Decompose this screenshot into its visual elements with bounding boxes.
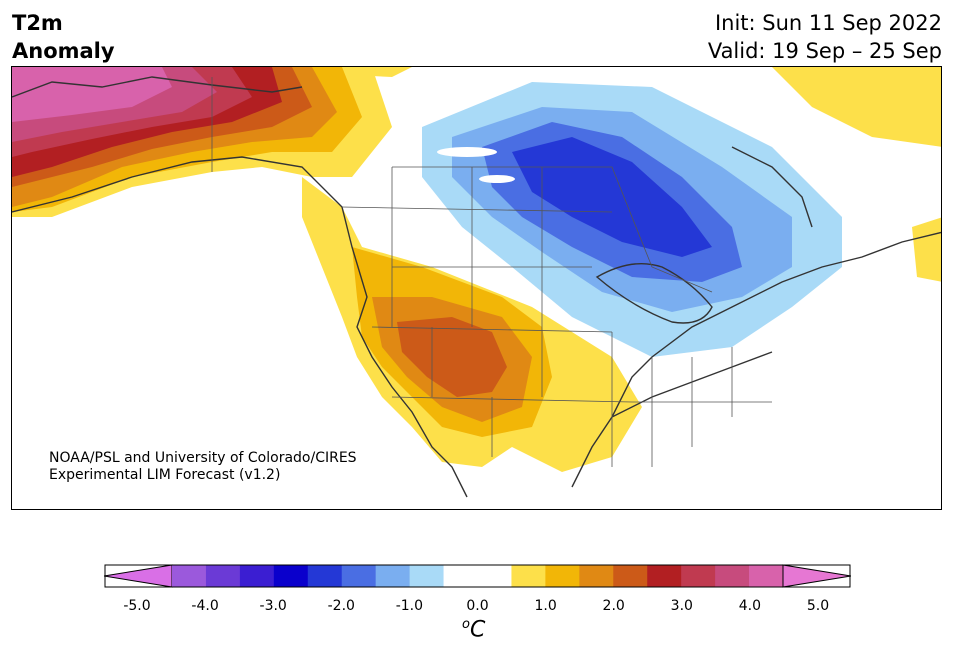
colorbar-cell	[477, 565, 512, 587]
alaska-warm-anomaly	[12, 67, 392, 217]
colorbar-cell	[375, 565, 411, 587]
colorbar-cell	[545, 565, 580, 587]
colorbar-tick-label: 5.0	[806, 598, 830, 614]
coastlines	[12, 76, 941, 498]
colorbar-cells	[104, 564, 851, 588]
colorbar-cell	[341, 565, 377, 587]
colorbar-cell	[511, 565, 546, 587]
forecast-dates: Init: Sun 11 Sep 2022 Valid: 19 Sep – 25…	[708, 9, 942, 65]
colorbar-tick-label: -4.0	[191, 598, 219, 614]
colorbar-tick-label: -1.0	[395, 598, 424, 614]
colorbar-cell	[273, 565, 309, 587]
colorbar	[104, 564, 851, 588]
colorbar-cell	[579, 565, 614, 587]
title-line1: T2m	[12, 11, 63, 35]
colorbar-outline	[104, 564, 851, 588]
colorbar-tick-label: 4.0	[738, 598, 762, 614]
title-line2: Anomaly	[12, 39, 115, 63]
colorbar-cell	[749, 565, 784, 587]
init-date: Init: Sun 11 Sep 2022	[714, 11, 942, 35]
colorbar-cell	[172, 565, 207, 587]
colorbar-tick-label: -2.0	[327, 598, 355, 614]
colorbar-cell	[715, 565, 750, 587]
colorbar-cell	[681, 565, 716, 587]
colorbar-tick-label: -5.0	[123, 598, 151, 614]
credit-line1: NOAA/PSL and University of Colorado/CIRE…	[49, 450, 357, 466]
unit-label: oC	[462, 617, 485, 642]
unit-degree: o	[462, 617, 470, 632]
map-title: T2m Anomaly	[12, 9, 115, 65]
colorbar-cell	[307, 565, 343, 587]
anomaly-map-svg	[12, 67, 941, 498]
colorbar-tick-label: -3.0	[259, 598, 287, 614]
colorbar-extend-high	[782, 564, 851, 588]
unit-text: C	[469, 617, 486, 643]
colorbar-tick-label: 2.0	[602, 598, 625, 614]
colorbar-cell	[647, 565, 682, 587]
colorbar-cell	[443, 565, 478, 587]
political-borders	[211, 77, 772, 467]
colorbar-tick-label: 1.0	[534, 598, 557, 614]
colorbar-cell	[409, 565, 445, 587]
colorbar-cell	[239, 565, 275, 587]
colorbar-tick-label: 3.0	[670, 598, 693, 614]
credit-line2: Experimental LIM Forecast (v1.2)	[49, 467, 281, 483]
colorbar-cell	[205, 565, 241, 587]
anomaly-map	[11, 66, 942, 510]
map-credit: NOAA/PSL and University of Colorado/CIRE…	[49, 450, 357, 484]
colorbar-tick-label: 0.0	[466, 598, 489, 614]
colorbar-cell	[613, 565, 648, 587]
colorbar-extend-low	[104, 564, 173, 588]
valid-range: Valid: 19 Sep – 25 Sep	[707, 39, 942, 63]
